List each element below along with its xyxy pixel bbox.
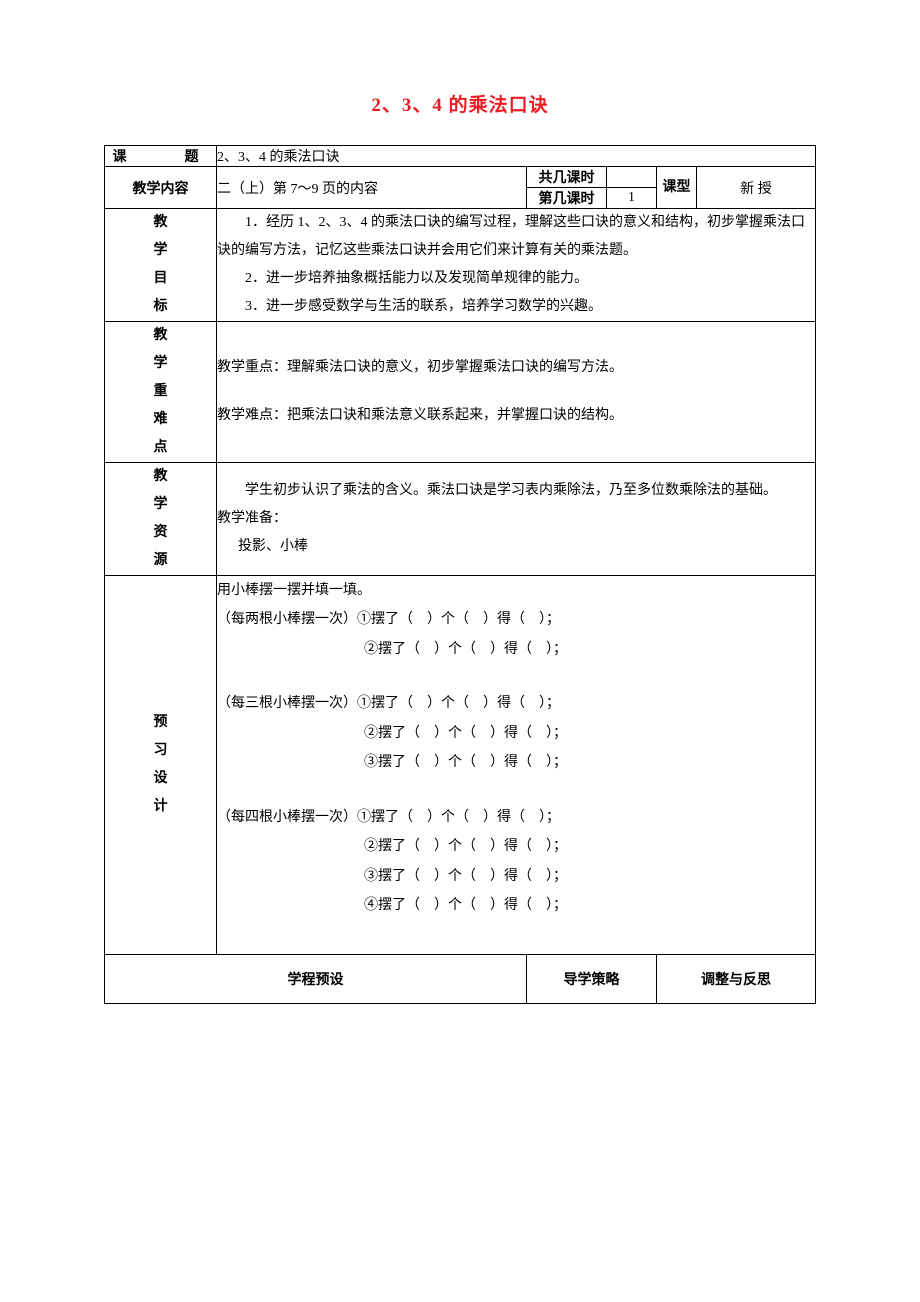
preview-g3-2: ②摆了（ ）个（ ）得（ ）； — [217, 832, 815, 861]
page-title: 2、3、4 的乘法口诀 — [104, 90, 816, 117]
preview-intro: 用小棒摆一摆并填一填。 — [217, 576, 815, 605]
row-footer: 学程预设 导学策略 调整与反思 — [105, 954, 816, 1003]
resource-line-1: 学生初步认识了乘法的含义。乘法口诀是学习表内乘除法，乃至多位数乘除法的基础。 — [217, 477, 815, 505]
preview-g2-1: （每三根小棒摆一次）①摆了（ ）个（ ）得（ ）； — [217, 689, 815, 718]
value-topic: 2、3、4 的乘法口诀 — [217, 146, 816, 167]
value-keypoints: 教学重点：理解乘法口诀的意义，初步掌握乘法口诀的编写方法。 教学难点：把乘法口诀… — [217, 322, 816, 463]
label-resources: 教学资源 — [105, 463, 217, 576]
row-preview: 预习设计 用小棒摆一摆并填一填。 （每两根小棒摆一次）①摆了（ ）个（ ）得（ … — [105, 576, 816, 955]
footer-col-1: 学程预设 — [105, 954, 527, 1003]
value-total-periods — [607, 167, 657, 188]
label-preview: 预习设计 — [105, 576, 217, 955]
preview-g1-1: （每两根小棒摆一次）①摆了（ ）个（ ）得（ ）； — [217, 605, 815, 634]
footer-col-3: 调整与反思 — [657, 954, 816, 1003]
preview-g3-3: ③摆了（ ）个（ ）得（ ）； — [217, 862, 815, 891]
keypoint-2: 教学难点：把乘法口诀和乘法意义联系起来，并掌握口诀的结构。 — [217, 402, 815, 430]
value-goals: 1．经历 1、2、3、4 的乘法口诀的编写过程，理解这些口诀的意义和结构，初步掌… — [217, 209, 816, 322]
resource-line-2: 教学准备： — [217, 505, 815, 533]
value-preview: 用小棒摆一摆并填一填。 （每两根小棒摆一次）①摆了（ ）个（ ）得（ ）； ②摆… — [217, 576, 816, 955]
value-which-period: 1 — [607, 188, 657, 209]
row-resources: 教学资源 学生初步认识了乘法的含义。乘法口诀是学习表内乘除法，乃至多位数乘除法的… — [105, 463, 816, 576]
row-content-1: 教学内容 二（上）第 7～9 页的内容 共几课时 课型 新 授 — [105, 167, 816, 188]
footer-col-2: 导学策略 — [527, 954, 657, 1003]
lesson-plan-page: 2、3、4 的乘法口诀 课 题 2、3、4 的乘法口诀 教学内容 二（上）第 7… — [0, 0, 920, 1064]
label-total-periods: 共几课时 — [527, 167, 607, 188]
label-which-period: 第几课时 — [527, 188, 607, 209]
label-type: 课型 — [657, 167, 697, 209]
value-type: 新 授 — [697, 167, 816, 209]
goal-line-2: 2．进一步培养抽象概括能力以及发现简单规律的能力。 — [217, 265, 815, 293]
label-type-text: 课型 — [663, 180, 691, 195]
preview-g2-2: ②摆了（ ）个（ ）得（ ）； — [217, 719, 815, 748]
value-resources: 学生初步认识了乘法的含义。乘法口诀是学习表内乘除法，乃至多位数乘除法的基础。 教… — [217, 463, 816, 576]
row-goals: 教学目标 1．经历 1、2、3、4 的乘法口诀的编写过程，理解这些口诀的意义和结… — [105, 209, 816, 322]
preview-g3-4: ④摆了（ ）个（ ）得（ ）； — [217, 891, 815, 920]
label-keypoints: 教学重难点 — [105, 322, 217, 463]
preview-g1-2: ②摆了（ ）个（ ）得（ ）； — [217, 635, 815, 664]
goal-line-3: 3．进一步感受数学与生活的联系，培养学习数学的兴趣。 — [217, 293, 815, 321]
preview-g2-3: ③摆了（ ）个（ ）得（ ）； — [217, 748, 815, 777]
label-content: 教学内容 — [105, 167, 217, 209]
label-topic: 课 题 — [105, 146, 217, 167]
lesson-table: 课 题 2、3、4 的乘法口诀 教学内容 二（上）第 7～9 页的内容 共几课时… — [104, 145, 816, 1004]
value-content: 二（上）第 7～9 页的内容 — [217, 167, 527, 209]
label-goals: 教学目标 — [105, 209, 217, 322]
goal-line-1: 1．经历 1、2、3、4 的乘法口诀的编写过程，理解这些口诀的意义和结构，初步掌… — [217, 209, 815, 265]
resource-line-3: 投影、小棒 — [217, 533, 815, 561]
row-topic: 课 题 2、3、4 的乘法口诀 — [105, 146, 816, 167]
keypoint-1: 教学重点：理解乘法口诀的意义，初步掌握乘法口诀的编写方法。 — [217, 354, 815, 382]
preview-g3-1: （每四根小棒摆一次）①摆了（ ）个（ ）得（ ）； — [217, 803, 815, 832]
row-keypoints: 教学重难点 教学重点：理解乘法口诀的意义，初步掌握乘法口诀的编写方法。 教学难点… — [105, 322, 816, 463]
